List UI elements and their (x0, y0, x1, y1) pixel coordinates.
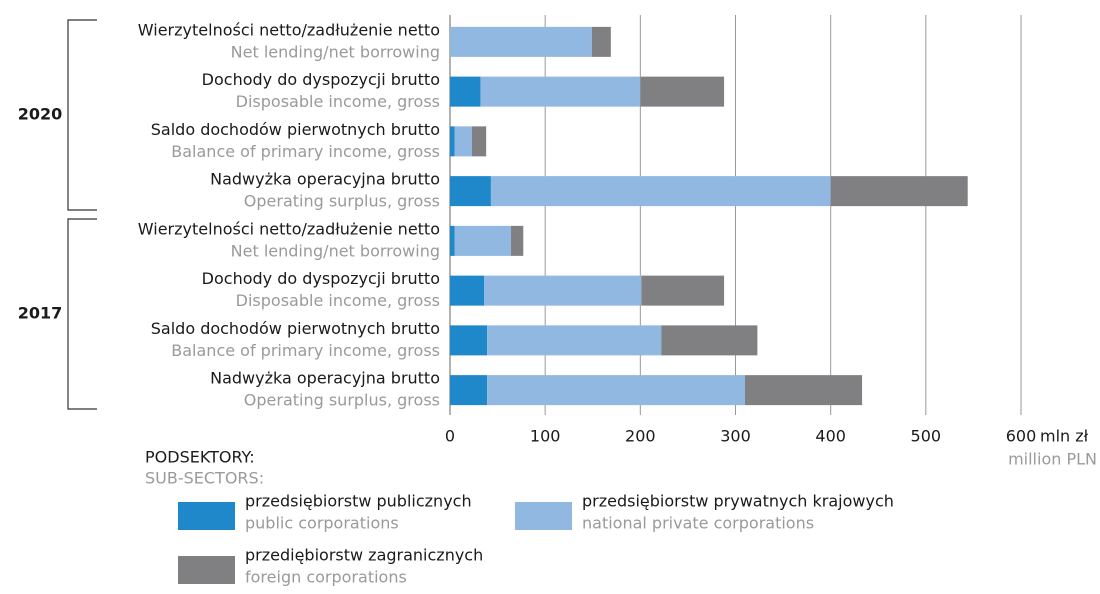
x-tick-label: 500 (911, 427, 942, 446)
bar-segment (450, 126, 455, 157)
x-tick-label: 0 (445, 427, 455, 446)
x-tick-label: 400 (815, 427, 846, 446)
category-label: Wierzytelności netto/zadłużenie netto (138, 20, 440, 39)
group-label: 2020 (18, 105, 63, 124)
category-label-en: Operating surplus, gross (244, 391, 440, 410)
group-bracket (67, 218, 97, 410)
category-label-en: Disposable income, gross (236, 92, 440, 111)
category-label: Nadwyżka operacyjna brutto (210, 369, 440, 388)
category-label: Dochody do dyspozycji brutto (202, 70, 440, 89)
bar-segment (480, 76, 641, 107)
x-tick-label: 300 (720, 427, 751, 446)
x-tick-label: 200 (625, 427, 656, 446)
legend-label: przedsiębiorstw prywatnych krajowych (582, 492, 894, 511)
legend-label: przediębiorstw zagranicznych (245, 546, 483, 565)
legend-label-en: foreign corporations (245, 568, 407, 587)
bar-segment (450, 275, 485, 306)
bar-segment (510, 225, 524, 256)
x-tick-label: 100 (530, 427, 561, 446)
legend-title: PODSEKTORY: (145, 448, 255, 467)
bar-segment (450, 375, 488, 406)
bar-segment (484, 275, 642, 306)
category-label: Saldo dochodów pierwotnych brutto (151, 319, 440, 338)
legend-label-en: public corporations (245, 514, 399, 533)
category-label-en: Disposable income, gross (236, 291, 440, 310)
category-label-en: Balance of primary income, gross (171, 142, 440, 161)
x-axis-label-en: million PLN (1008, 450, 1097, 469)
x-tick-label: 600 (1006, 427, 1037, 446)
bar-segment (830, 176, 968, 207)
bar-segment (490, 176, 831, 207)
category-label-en: Net lending/net borrowing (231, 241, 440, 260)
bar-segment (450, 26, 592, 57)
legend-swatch (178, 556, 235, 584)
bar-segment (471, 126, 487, 157)
bar-segment (450, 225, 455, 256)
bar-segment (454, 225, 511, 256)
legend-title-en: SUB-SECTORS: (145, 469, 264, 488)
legend-label-en: national private corporations (582, 514, 814, 533)
bar-segment (454, 126, 472, 157)
x-axis-label: mln zł (1040, 427, 1089, 446)
bar-segment (487, 375, 746, 406)
category-label: Wierzytelności netto/zadłużenie netto (138, 219, 440, 238)
legend-label: przedsiębiorstw publicznych (245, 492, 472, 511)
bar-segment (661, 325, 758, 356)
bar-segment (450, 176, 491, 207)
category-label-en: Balance of primary income, gross (171, 341, 440, 360)
group-bracket (67, 19, 97, 211)
bar-segment (487, 325, 662, 356)
legend-swatch (515, 502, 572, 530)
category-label-en: Net lending/net borrowing (231, 42, 440, 61)
bar-segment (640, 76, 725, 107)
category-label: Saldo dochodów pierwotnych brutto (151, 120, 440, 139)
legend-swatch (178, 502, 235, 530)
bar-segment (450, 76, 481, 107)
category-label: Dochody do dyspozycji brutto (202, 269, 440, 288)
bar-segment (591, 26, 611, 57)
group-label: 2017 (18, 304, 63, 323)
bar-segment (641, 275, 725, 306)
bar-segment (450, 325, 488, 356)
bar-segment (745, 375, 863, 406)
category-label-en: Operating surplus, gross (244, 192, 440, 211)
category-label: Nadwyżka operacyjna brutto (210, 170, 440, 189)
